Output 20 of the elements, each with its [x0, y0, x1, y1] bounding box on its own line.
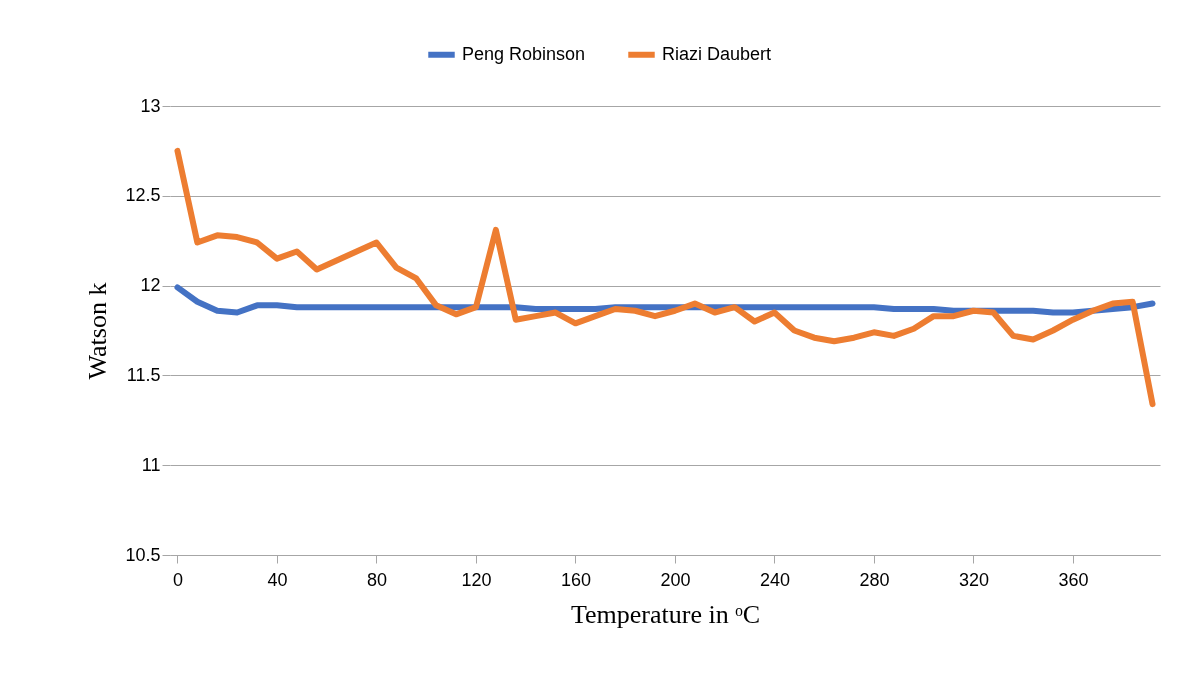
x-tick-label: 280: [859, 569, 890, 590]
x-tick-label: 200: [660, 569, 691, 590]
y-tick-label: 11.5: [126, 364, 161, 385]
y-tick-label: 13: [140, 95, 161, 116]
x-tick-label: 320: [958, 569, 989, 590]
x-axis-title: Temperature in ᵒC: [570, 599, 761, 629]
x-tick-label: 0: [172, 569, 183, 590]
y-tick-label: 11: [141, 454, 161, 475]
x-tick-label: 40: [267, 569, 288, 590]
legend-label: Riazi Daubert: [662, 43, 772, 64]
x-tick-label: 360: [1058, 569, 1089, 590]
x-tick-label: 160: [560, 569, 591, 590]
y-tick-label: 12: [140, 275, 161, 296]
y-tick-label: 12.5: [125, 185, 161, 206]
y-tick-label: 10.5: [125, 544, 161, 565]
y-axis-title: Watson k: [83, 282, 113, 380]
x-tick-label: 240: [759, 569, 790, 590]
legend-label: Peng Robinson: [462, 43, 586, 64]
x-tick-label: 120: [461, 569, 492, 590]
x-tick-label: 80: [366, 569, 387, 590]
